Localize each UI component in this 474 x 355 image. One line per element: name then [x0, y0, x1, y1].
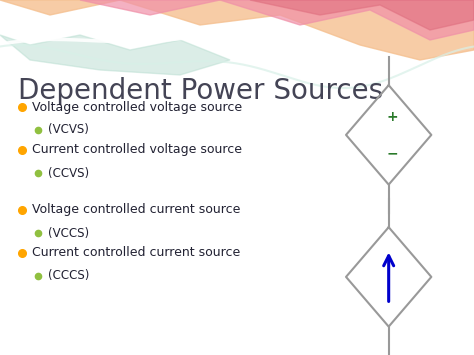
Text: Current controlled current source: Current controlled current source	[32, 246, 240, 260]
Text: (VCVS): (VCVS)	[48, 124, 89, 137]
Text: +: +	[387, 110, 399, 124]
Text: −: −	[387, 146, 399, 160]
Polygon shape	[80, 0, 474, 40]
Polygon shape	[250, 0, 474, 30]
Text: (CCVS): (CCVS)	[48, 166, 89, 180]
Text: (CCCS): (CCCS)	[48, 269, 90, 283]
Text: Dependent Power Sources: Dependent Power Sources	[18, 77, 383, 105]
Polygon shape	[0, 0, 474, 60]
Polygon shape	[0, 35, 230, 75]
Text: (VCCS): (VCCS)	[48, 226, 89, 240]
Text: Voltage controlled current source: Voltage controlled current source	[32, 203, 240, 217]
Text: Current controlled voltage source: Current controlled voltage source	[32, 143, 242, 157]
Text: Voltage controlled voltage source: Voltage controlled voltage source	[32, 100, 242, 114]
